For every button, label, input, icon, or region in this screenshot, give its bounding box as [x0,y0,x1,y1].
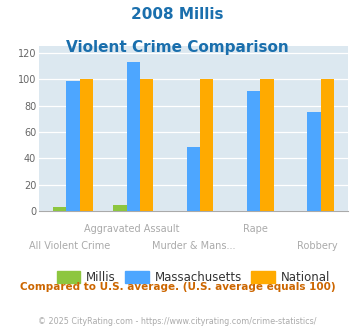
Text: All Violent Crime: All Violent Crime [29,241,110,251]
Text: Violent Crime Comparison: Violent Crime Comparison [66,40,289,54]
Bar [307,112,321,211]
Text: Robbery: Robbery [297,241,337,251]
Bar [113,205,127,211]
Bar [80,79,93,211]
Bar [260,79,274,211]
Text: Compared to U.S. average. (U.S. average equals 100): Compared to U.S. average. (U.S. average … [20,282,335,292]
Text: © 2025 CityRating.com - https://www.cityrating.com/crime-statistics/: © 2025 CityRating.com - https://www.city… [38,317,317,326]
Bar [53,207,66,211]
Bar [247,91,260,211]
Bar [66,81,80,211]
Bar [200,79,213,211]
Bar [140,79,153,211]
Bar [321,79,334,211]
Text: Aggravated Assault: Aggravated Assault [84,224,180,234]
Text: Rape: Rape [243,224,268,234]
Text: 2008 Millis: 2008 Millis [131,7,224,21]
Bar [127,62,140,211]
Text: Murder & Mans...: Murder & Mans... [152,241,235,251]
Legend: Millis, Massachusetts, National: Millis, Massachusetts, National [52,267,335,289]
Bar [187,147,200,211]
